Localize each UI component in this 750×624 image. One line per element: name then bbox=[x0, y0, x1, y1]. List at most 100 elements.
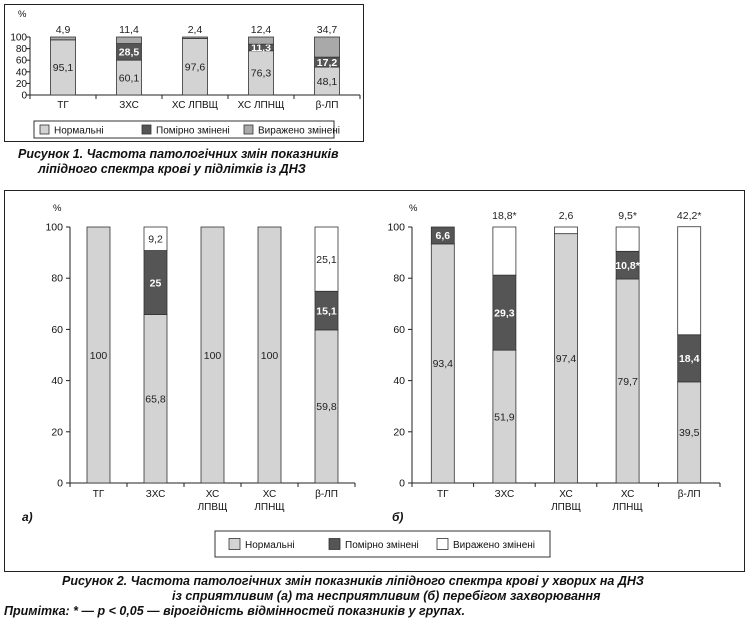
figure1-caption-line1: Рисунок 1. Частота патологічних змін пок… bbox=[18, 147, 339, 161]
data-label: 15,1 bbox=[316, 305, 337, 317]
data-label: 97,4 bbox=[556, 353, 577, 365]
y-tick-label: 20 bbox=[16, 79, 28, 90]
y-tick-label: 60 bbox=[393, 324, 405, 336]
figure2-border bbox=[4, 190, 745, 572]
bar-segment bbox=[492, 226, 517, 276]
data-label: 97,6 bbox=[185, 61, 206, 73]
legend-swatch bbox=[328, 538, 341, 550]
x-tick-label: β-ЛП bbox=[678, 489, 701, 500]
data-label: 25,1 bbox=[316, 254, 337, 266]
x-tick-label: ЛПНЩ bbox=[612, 502, 642, 513]
bar-segment bbox=[50, 39, 76, 96]
x-tick-label: ХС ЛПНЩ bbox=[238, 100, 285, 111]
bar-segment bbox=[50, 36, 76, 41]
x-tick-label: ТГ bbox=[437, 489, 449, 500]
data-label: 76,3 bbox=[251, 68, 272, 80]
panel-label: а) bbox=[22, 510, 33, 524]
data-label: 100 bbox=[90, 350, 108, 362]
y-tick-label: 40 bbox=[393, 375, 405, 387]
figure2-frame bbox=[4, 190, 745, 572]
data-label: 10,8* bbox=[615, 260, 640, 272]
legend-box bbox=[214, 530, 551, 558]
y-tick-label: 20 bbox=[51, 426, 63, 438]
data-label: 4,9 bbox=[56, 24, 71, 36]
data-label: 93,4 bbox=[433, 358, 454, 370]
y-axis-unit: % bbox=[18, 9, 27, 20]
legend-label: Нормальні bbox=[54, 125, 104, 136]
x-tick-label: ЗХС bbox=[119, 100, 139, 111]
bar-segment bbox=[257, 226, 282, 484]
bar-segment bbox=[86, 226, 111, 484]
data-label: 51,9 bbox=[494, 411, 515, 423]
legend-label: Помірно змінені bbox=[156, 125, 230, 136]
figure2a-chart: 0 20 40 60 80 100% 100 ТГ 65,8 25 9,2 ЗХС 100 ХС ЛПВЩ 1… bbox=[22, 203, 356, 524]
bar-segment bbox=[314, 36, 340, 58]
legend-box bbox=[33, 120, 335, 139]
y-axis-unit: % bbox=[53, 203, 62, 214]
y-tick-label: 0 bbox=[57, 478, 63, 490]
bar-segment bbox=[200, 226, 225, 484]
y-tick-label: 80 bbox=[51, 273, 63, 285]
y-tick-label: 60 bbox=[16, 56, 28, 67]
figure1-frame bbox=[4, 4, 364, 142]
data-label: 65,8 bbox=[145, 394, 166, 406]
y-tick-label: 100 bbox=[387, 222, 405, 234]
data-label: 17,2 bbox=[317, 57, 338, 69]
legend-label: Виражено змінені bbox=[258, 125, 340, 136]
figure1-border bbox=[4, 4, 364, 142]
figure2-caption-line1: Рисунок 2. Частота патологічних змін пок… bbox=[62, 574, 644, 588]
data-label: 18,8* bbox=[492, 210, 517, 222]
y-tick-label: 0 bbox=[21, 91, 27, 102]
data-label: 48,1 bbox=[317, 76, 338, 88]
data-label: 79,7 bbox=[617, 376, 638, 388]
legend-label: Виражено змінені bbox=[453, 540, 535, 551]
bar-segment bbox=[248, 36, 274, 45]
data-label: 100 bbox=[204, 350, 222, 362]
x-tick-label: ХС bbox=[559, 489, 573, 500]
legend-swatch bbox=[228, 538, 241, 550]
legend-swatch bbox=[243, 124, 254, 135]
y-tick-label: 40 bbox=[16, 67, 28, 78]
x-tick-label: ЗХС bbox=[495, 489, 515, 500]
bar-segment bbox=[143, 226, 168, 251]
x-tick-label: ЛПНЩ bbox=[254, 502, 284, 513]
bar-segment bbox=[615, 226, 640, 252]
legend-swatch bbox=[141, 124, 152, 135]
bar-segment bbox=[430, 226, 455, 245]
panel-label: б) bbox=[392, 510, 403, 524]
bar-segment bbox=[554, 226, 578, 235]
figure2-caption-line2: із сприятливим (а) та несприятливим (б) … bbox=[172, 589, 601, 603]
data-label: 95,1 bbox=[53, 62, 74, 74]
figure2b-chart: 0 20 40 60 80 100% 93,4 6,6 ТГ 51,9 29,3 18,8* ЗХС 97… bbox=[387, 203, 721, 524]
data-label: 12,4 bbox=[251, 24, 272, 36]
figure1-caption-line2: ліпідного спектра крові у підлітків із Д… bbox=[38, 162, 306, 176]
y-axis-unit: % bbox=[409, 203, 418, 214]
data-label: 29,3 bbox=[494, 307, 515, 319]
y-tick-label: 80 bbox=[16, 44, 28, 55]
figure2-footnote: Примітка: * — р < 0,05 — вірогідність ві… bbox=[4, 604, 465, 618]
bar-segment bbox=[182, 37, 208, 96]
data-label: 39,5 bbox=[679, 427, 700, 439]
x-tick-label: ЗХС bbox=[146, 489, 166, 500]
data-label: 59,8 bbox=[316, 401, 337, 413]
y-tick-label: 20 bbox=[393, 426, 405, 438]
bar-segment bbox=[116, 59, 142, 96]
bar-segment bbox=[182, 36, 208, 39]
legend-label: Нормальні bbox=[245, 540, 295, 551]
y-tick-label: 40 bbox=[51, 375, 63, 387]
data-label: 9,2 bbox=[148, 234, 163, 246]
bar-segment bbox=[116, 36, 142, 45]
figure1-legend: Нормальні Помірно змінені Виражено змінені bbox=[33, 120, 340, 139]
y-tick-label: 100 bbox=[10, 33, 27, 44]
data-label: 2,4 bbox=[188, 24, 203, 36]
bar-segment bbox=[677, 226, 702, 336]
data-label: 18,4 bbox=[679, 353, 700, 365]
legend-swatch bbox=[436, 538, 449, 550]
data-label: 25 bbox=[150, 277, 162, 289]
bar-segment bbox=[314, 66, 340, 96]
x-tick-label: ХС bbox=[263, 489, 277, 500]
data-label: 60,1 bbox=[119, 72, 140, 84]
x-tick-label: ТГ bbox=[93, 489, 105, 500]
